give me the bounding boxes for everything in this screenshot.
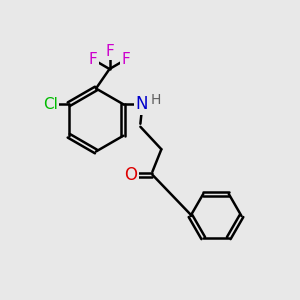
Text: N: N bbox=[136, 95, 148, 113]
Text: O: O bbox=[124, 166, 137, 184]
Text: F: F bbox=[105, 44, 114, 59]
Text: F: F bbox=[88, 52, 98, 67]
Text: Cl: Cl bbox=[43, 97, 58, 112]
Text: F: F bbox=[122, 52, 130, 67]
Text: H: H bbox=[150, 93, 161, 107]
